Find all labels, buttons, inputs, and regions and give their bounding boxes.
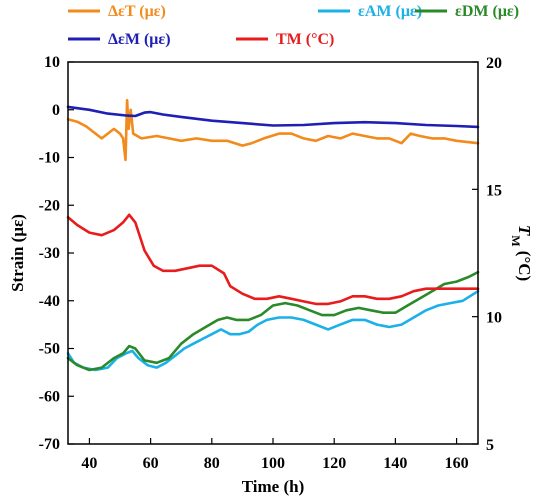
y-tick-label: 10 bbox=[44, 54, 60, 71]
series-line-4 bbox=[66, 213, 480, 306]
y-axis-label: Strain (με) bbox=[8, 214, 27, 292]
y2-axis-label: TM (°C) bbox=[509, 225, 534, 281]
axes: 40 60 80 100 120 140 160 -70 -60 -50 -40 -30 -20 -10 0… bbox=[39, 54, 502, 472]
legend-label-2: εDM (με) bbox=[455, 3, 519, 20]
x-tick-label: 80 bbox=[204, 455, 220, 472]
axis-labels: Time (h) Strain (με) TM (°C) bbox=[8, 214, 534, 496]
plot-frame bbox=[67, 61, 479, 445]
y-tick-label: 0 bbox=[52, 102, 60, 119]
series-line-0 bbox=[66, 98, 480, 162]
series-line-2 bbox=[66, 270, 480, 372]
y-tick-label: -40 bbox=[39, 293, 60, 310]
x-tick-label: 60 bbox=[143, 455, 159, 472]
y2-tick-label: 15 bbox=[486, 182, 502, 199]
x-tick-label: 120 bbox=[322, 455, 346, 472]
y-tick-label: -50 bbox=[39, 341, 60, 358]
legend: ΔεT (με) εAM (με) εDM (με) ΔεM (με) TM (°C) bbox=[68, 3, 519, 48]
legend-item-3: ΔεM (με) bbox=[68, 31, 171, 48]
legend-label-3: ΔεM (με) bbox=[108, 31, 171, 48]
legend-label-1: εAM (με) bbox=[358, 3, 422, 20]
x-tick-label: 40 bbox=[81, 455, 97, 472]
series-line-1 bbox=[66, 289, 480, 372]
y-tick-label: -70 bbox=[39, 436, 60, 453]
x-axis-label: Time (h) bbox=[242, 477, 305, 496]
legend-item-4: TM (°C) bbox=[236, 31, 334, 48]
legend-item-0: ΔεT (με) bbox=[68, 3, 166, 20]
legend-label-4: TM (°C) bbox=[276, 31, 334, 48]
y-tick-label: -10 bbox=[39, 150, 60, 167]
y2-tick-label: 5 bbox=[486, 437, 494, 454]
x-tick-label: 100 bbox=[261, 455, 285, 472]
y-tick-label: -20 bbox=[39, 197, 60, 214]
y2-tick-label: 10 bbox=[486, 310, 502, 327]
legend-label-0: ΔεT (με) bbox=[108, 3, 166, 20]
y2-tick-label: 20 bbox=[486, 55, 502, 72]
legend-item-2: εDM (με) bbox=[415, 3, 519, 20]
y-tick-label: -30 bbox=[39, 245, 60, 262]
series-line-3 bbox=[66, 105, 480, 129]
x-tick-label: 160 bbox=[445, 455, 469, 472]
series-layer bbox=[66, 98, 480, 372]
y-tick-label: -60 bbox=[39, 388, 60, 405]
legend-item-1: εAM (με) bbox=[318, 3, 422, 20]
x-tick-label: 140 bbox=[383, 455, 407, 472]
